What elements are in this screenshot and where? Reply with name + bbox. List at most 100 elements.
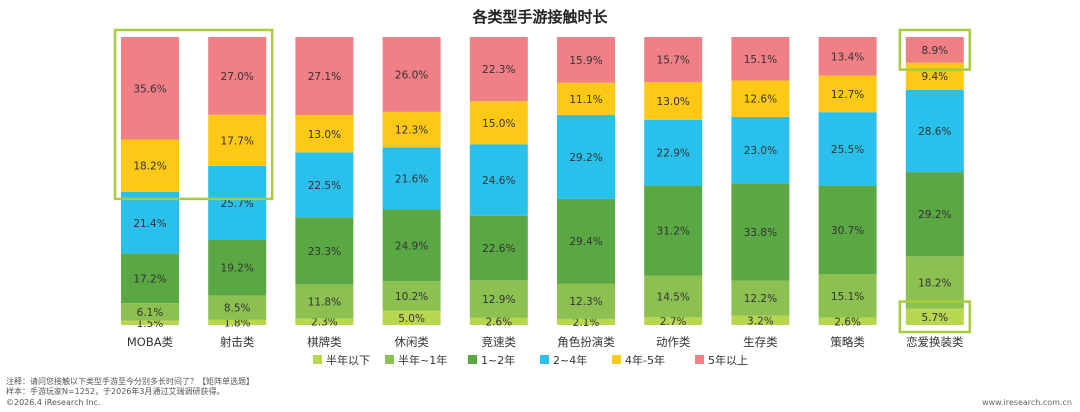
x-tick-label: MOBA类: [127, 335, 174, 349]
bar-segment: [731, 183, 790, 281]
chart-title: 各类型手游接触时长: [471, 8, 608, 26]
data-label: 25.7%: [221, 198, 254, 210]
bar-segment: [121, 303, 179, 321]
legend-swatch: [612, 355, 621, 364]
data-label: 17.2%: [133, 273, 166, 285]
website-label: www.iresearch.com.cn: [982, 398, 1072, 407]
bar-segment: [905, 89, 964, 173]
bar-segment: [469, 215, 528, 281]
data-label: 29.4%: [569, 236, 602, 248]
x-tick-label: 角色扮演类: [557, 335, 615, 349]
data-label: 2.1%: [573, 317, 600, 329]
legend-label: 4年-5年: [625, 353, 665, 367]
x-axis-labels: MOBA类 射击类 棋牌类 休闲类 竞速类 角色扮演类 动作类 生存类 策略类 恋爱换装类: [127, 335, 964, 349]
bar-segment: [644, 317, 703, 325]
bar-segment: [557, 198, 615, 284]
data-label: 12.6%: [744, 94, 777, 106]
bar-segment: [208, 240, 267, 296]
data-label: 35.6%: [133, 83, 166, 95]
bar-segment: [469, 37, 528, 102]
data-label: 8.9%: [921, 45, 948, 57]
data-label: 9.4%: [921, 71, 948, 83]
data-label: 21.4%: [133, 218, 166, 230]
bar-segment: [382, 310, 441, 325]
x-tick-label: 动作类: [656, 335, 691, 349]
data-label: 30.7%: [831, 225, 864, 237]
data-label: 26.0%: [395, 69, 428, 81]
bar-segment: [905, 172, 964, 257]
legend-label: 半年~1年: [398, 353, 447, 367]
bar-segment: [295, 37, 354, 115]
x-tick-label: 竞速类: [482, 335, 517, 349]
legend-label: 2~4年: [553, 353, 587, 367]
highlight-box: [898, 28, 972, 71]
bar-segment: [295, 217, 354, 285]
highlight-boxes: [113, 28, 972, 334]
bar-segment: [208, 114, 267, 166]
bar-segment: [818, 274, 877, 318]
x-tick-label: 棋牌类: [307, 335, 342, 349]
bar-segment: [557, 37, 615, 83]
bar-segment: [382, 111, 441, 148]
data-label: 15.1%: [831, 291, 864, 303]
data-label: 28.6%: [918, 126, 951, 138]
data-label: 13.0%: [657, 96, 690, 108]
data-label: 3.2%: [747, 315, 774, 327]
data-label: 15.1%: [744, 54, 777, 66]
data-label: 1.8%: [224, 317, 251, 329]
bar-segment: [208, 37, 267, 115]
bar-segment: [731, 37, 790, 81]
bar-segment: [644, 119, 703, 186]
data-label: 11.8%: [308, 296, 341, 308]
bar-segment: [644, 82, 703, 120]
x-tick-label: 策略类: [830, 335, 865, 349]
bar-segment: [208, 319, 267, 325]
bar-segment: [121, 191, 179, 254]
bar-segment: [121, 139, 179, 192]
data-label: 24.9%: [395, 240, 428, 252]
bar-segment: [557, 114, 615, 199]
bar-segment: [121, 37, 179, 140]
legend-swatch: [540, 355, 549, 364]
question-note: 注释：请问您接触以下类型手游至今分别多长时间了？【矩阵单选题】: [6, 377, 254, 386]
data-label: 31.2%: [657, 226, 690, 238]
data-label: 14.5%: [657, 291, 690, 303]
data-label: 21.6%: [395, 173, 428, 185]
x-tick-label: 恋爱换装类: [906, 335, 964, 349]
data-label: 1.5%: [137, 318, 164, 330]
bar-segment: [818, 37, 877, 76]
bar-segment: [731, 80, 790, 117]
bar-segment: [818, 112, 877, 186]
copyright-note: ©2026.4 iResearch Inc.: [6, 398, 101, 407]
legend: 半年以下 半年~1年 1~2年 2~4年 4年-5年 5年以上: [313, 353, 748, 367]
bar-segment: [382, 147, 441, 210]
data-label: 5.7%: [921, 312, 948, 324]
bar-segment: [469, 101, 528, 145]
x-tick-label: 休闲类: [394, 335, 429, 349]
data-label: 5.0%: [398, 313, 425, 325]
data-label: 22.6%: [482, 243, 515, 255]
data-label: 15.7%: [657, 55, 690, 67]
bar-segment: [731, 116, 790, 184]
bar-segment: [644, 275, 703, 318]
data-label: 2.6%: [834, 316, 861, 328]
data-label: 2.3%: [311, 317, 338, 329]
bar-segment: [905, 37, 964, 63]
data-label: 25.5%: [831, 144, 864, 156]
bar-segment: [557, 82, 615, 115]
bar-segment: [644, 37, 703, 83]
bar-segment: [557, 283, 615, 319]
data-label: 2.7%: [660, 316, 687, 328]
bar-segment: [818, 75, 877, 113]
bar-segment: [469, 144, 528, 216]
data-label: 29.2%: [918, 209, 951, 221]
data-label: 11.1%: [569, 94, 602, 106]
data-label: 12.3%: [569, 296, 602, 308]
legend-label: 半年以下: [326, 353, 370, 367]
data-label: 29.2%: [569, 152, 602, 164]
bar-segment: [382, 37, 441, 112]
data-label: 23.3%: [308, 246, 341, 258]
bar-segment: [295, 284, 354, 319]
sample-note: 样本：手游玩家N=1252，于2026年3月通过艾瑞调研获得。: [6, 387, 225, 396]
highlight-box: [113, 28, 274, 201]
